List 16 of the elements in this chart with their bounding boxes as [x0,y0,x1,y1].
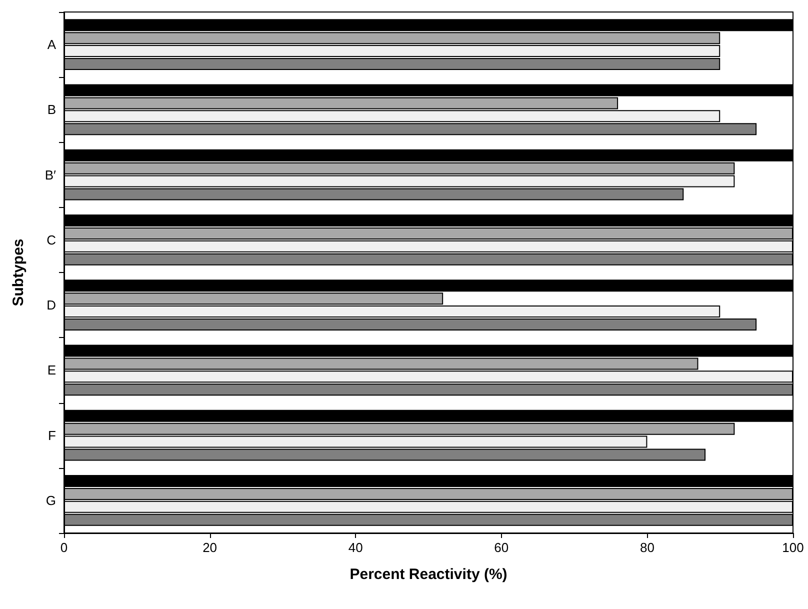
y-tick-label: B′ [44,167,57,182]
y-tick-label: G [46,492,56,508]
y-tick-label: E [47,362,56,378]
y-tick-label: D [46,298,56,313]
x-tick-label: 0 [60,540,68,555]
x-axis-title: Percent Reactivity (%) [350,566,508,583]
y-tick-label: C [46,232,56,248]
y-tick-label: F [48,428,56,443]
y-axis-title: Subtypes [10,238,27,306]
x-tick-label: 40 [348,540,363,555]
x-tick-label: 100 [782,540,804,555]
x-tick-label: 20 [202,540,218,555]
x-tick-label: 80 [640,540,654,555]
y-tick-label: A [47,37,56,52]
x-tick-label: 60 [494,540,509,555]
y-tick-label: B [47,102,56,118]
